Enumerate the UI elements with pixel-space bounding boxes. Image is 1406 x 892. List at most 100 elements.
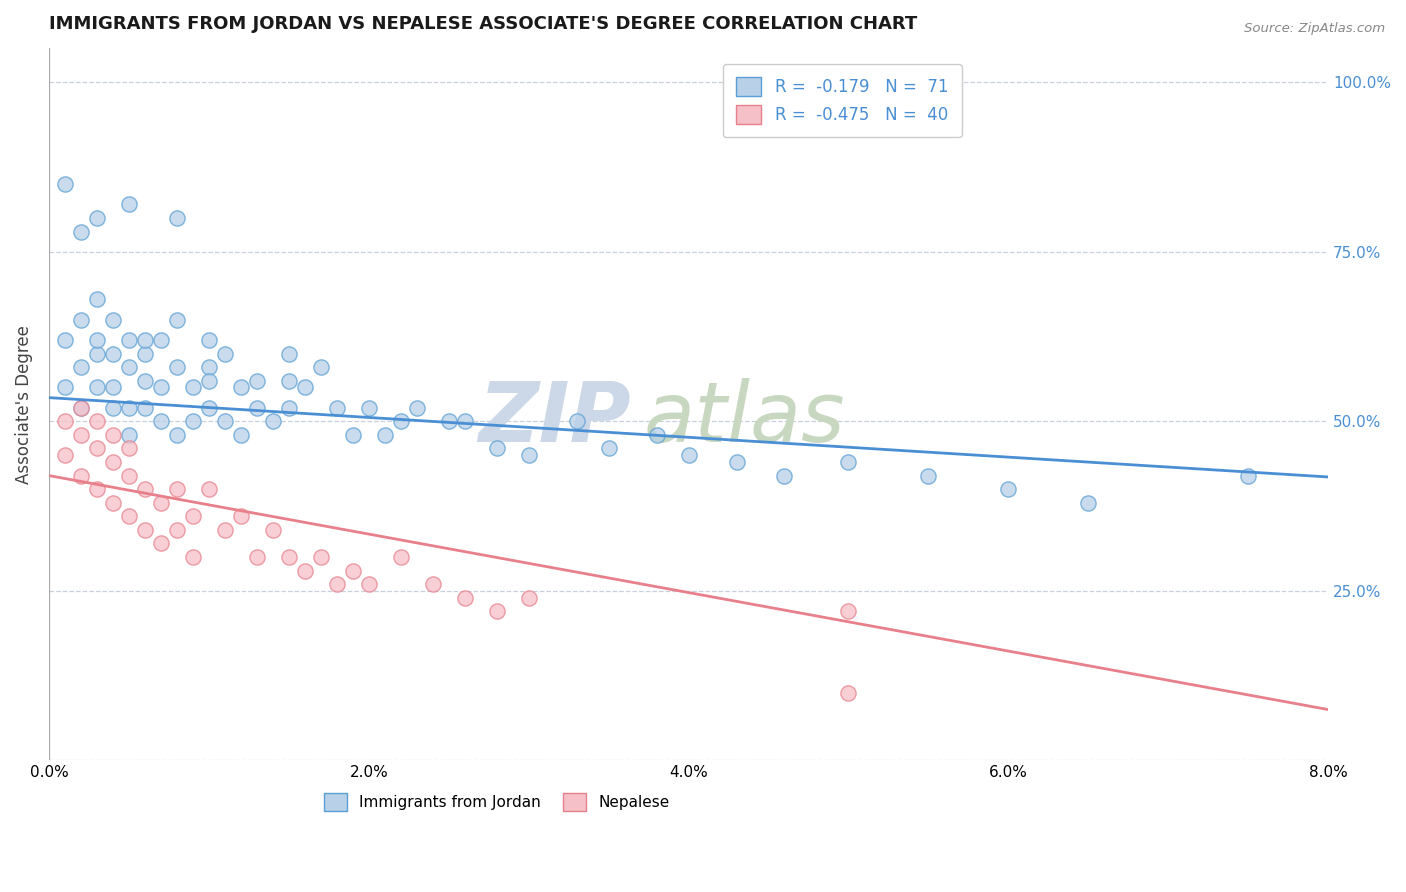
- Point: [134, 346, 156, 360]
- Text: atlas: atlas: [644, 378, 845, 459]
- Point: [118, 442, 141, 456]
- Point: [166, 312, 188, 326]
- Text: IMMIGRANTS FROM JORDAN VS NEPALESE ASSOCIATE'S DEGREE CORRELATION CHART: IMMIGRANTS FROM JORDAN VS NEPALESE ASSOC…: [49, 15, 917, 33]
- Point: [149, 380, 172, 394]
- Point: [118, 197, 141, 211]
- Point: [229, 380, 252, 394]
- Point: [405, 401, 427, 415]
- Point: [53, 414, 76, 428]
- Point: [326, 401, 349, 415]
- Point: [357, 401, 380, 415]
- Point: [198, 482, 221, 496]
- Point: [70, 468, 93, 483]
- Text: ZIP: ZIP: [478, 378, 631, 459]
- Point: [118, 333, 141, 347]
- Point: [454, 414, 477, 428]
- Point: [101, 428, 124, 442]
- Point: [53, 177, 76, 191]
- Point: [997, 482, 1019, 496]
- Point: [246, 549, 269, 564]
- Point: [678, 448, 700, 462]
- Point: [198, 401, 221, 415]
- Point: [229, 509, 252, 524]
- Point: [837, 685, 859, 699]
- Point: [773, 468, 796, 483]
- Point: [565, 414, 588, 428]
- Point: [277, 549, 299, 564]
- Point: [166, 523, 188, 537]
- Point: [118, 401, 141, 415]
- Point: [86, 442, 108, 456]
- Point: [70, 401, 93, 415]
- Point: [198, 333, 221, 347]
- Point: [149, 414, 172, 428]
- Point: [246, 401, 269, 415]
- Point: [837, 604, 859, 618]
- Point: [86, 482, 108, 496]
- Point: [517, 448, 540, 462]
- Point: [837, 455, 859, 469]
- Point: [53, 380, 76, 394]
- Point: [53, 333, 76, 347]
- Point: [86, 380, 108, 394]
- Point: [342, 564, 364, 578]
- Point: [437, 414, 460, 428]
- Point: [485, 442, 508, 456]
- Point: [166, 211, 188, 225]
- Point: [101, 401, 124, 415]
- Point: [422, 577, 444, 591]
- Point: [342, 428, 364, 442]
- Point: [70, 401, 93, 415]
- Point: [118, 509, 141, 524]
- Point: [214, 523, 236, 537]
- Point: [86, 414, 108, 428]
- Point: [134, 374, 156, 388]
- Point: [118, 468, 141, 483]
- Point: [118, 360, 141, 375]
- Point: [598, 442, 620, 456]
- Point: [357, 577, 380, 591]
- Point: [86, 346, 108, 360]
- Point: [86, 211, 108, 225]
- Point: [181, 380, 204, 394]
- Point: [53, 448, 76, 462]
- Point: [86, 333, 108, 347]
- Point: [101, 496, 124, 510]
- Point: [101, 455, 124, 469]
- Point: [134, 333, 156, 347]
- Point: [149, 333, 172, 347]
- Point: [134, 401, 156, 415]
- Point: [181, 414, 204, 428]
- Point: [485, 604, 508, 618]
- Point: [246, 374, 269, 388]
- Point: [198, 374, 221, 388]
- Point: [262, 523, 284, 537]
- Point: [454, 591, 477, 605]
- Point: [101, 312, 124, 326]
- Point: [134, 523, 156, 537]
- Legend: Immigrants from Jordan, Nepalese: Immigrants from Jordan, Nepalese: [318, 787, 676, 817]
- Point: [70, 225, 93, 239]
- Point: [277, 401, 299, 415]
- Point: [374, 428, 396, 442]
- Point: [149, 536, 172, 550]
- Point: [917, 468, 939, 483]
- Y-axis label: Associate's Degree: Associate's Degree: [15, 325, 32, 483]
- Point: [309, 549, 332, 564]
- Point: [262, 414, 284, 428]
- Point: [198, 360, 221, 375]
- Point: [101, 346, 124, 360]
- Point: [1077, 496, 1099, 510]
- Point: [229, 428, 252, 442]
- Text: Source: ZipAtlas.com: Source: ZipAtlas.com: [1244, 22, 1385, 36]
- Point: [86, 293, 108, 307]
- Point: [70, 312, 93, 326]
- Point: [181, 549, 204, 564]
- Point: [389, 414, 412, 428]
- Point: [101, 380, 124, 394]
- Point: [1237, 468, 1260, 483]
- Point: [166, 360, 188, 375]
- Point: [309, 360, 332, 375]
- Point: [134, 482, 156, 496]
- Point: [70, 428, 93, 442]
